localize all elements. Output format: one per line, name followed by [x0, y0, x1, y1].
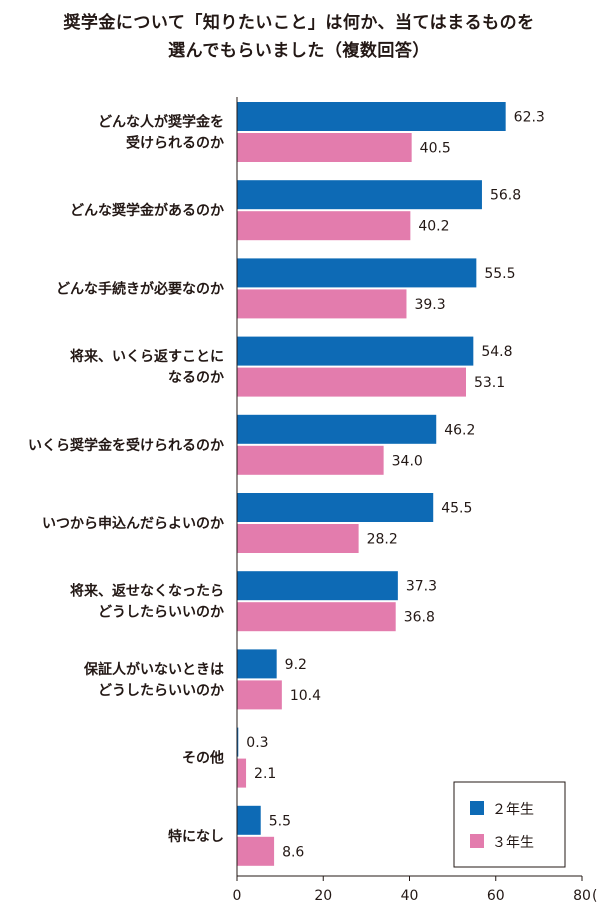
value-label-s1-c7: 37.3	[406, 579, 437, 595]
x-axis-unit: (%)	[592, 888, 598, 904]
bar-s1-c1	[237, 102, 506, 131]
value-label-s2-c10: 8.6	[282, 844, 304, 860]
category-label-5-line-1: いくら奨学金を受けられるのか	[28, 437, 224, 454]
bar-s1-c10	[237, 805, 261, 835]
chart-title-line-2: 選んでもらいました（複数回答）	[168, 41, 430, 61]
value-label-s2-c5: 34.0	[392, 453, 423, 469]
category-label-8-line-1: 保証人がいないときは	[83, 661, 224, 678]
bar-s2-c5	[237, 445, 384, 475]
category-label-7-line-1: 将来、返せなくなったら	[70, 583, 224, 600]
value-label-s1-c9: 0.3	[246, 735, 268, 751]
bar-s2-c3	[237, 289, 407, 319]
legend-label-grade-3: ３年生	[492, 835, 534, 851]
bar-s2-c1	[237, 133, 412, 162]
chart-title-line-1: 奨学金について「知りたいこと」は何か、当てはまるものを	[63, 13, 535, 33]
x-tick-label-20: 20	[314, 888, 332, 904]
legend-label-grade-2: ２年生	[492, 802, 534, 818]
value-label-s2-c2: 40.2	[418, 219, 449, 235]
x-tick-label-0: 0	[233, 888, 242, 904]
value-label-s1-c5: 46.2	[444, 422, 475, 438]
category-label-4-line-2: なるのか	[168, 370, 224, 386]
category-label-4-line-1: 将来、いくら返すことに	[70, 348, 224, 365]
value-label-s2-c9: 2.1	[254, 766, 276, 782]
category-label-2-line-1: どんな奨学金があるのか	[70, 202, 224, 219]
category-label-3-line-1: どんな手続きが必要なのか	[56, 280, 224, 297]
value-label-s1-c1: 62.3	[514, 110, 545, 126]
category-label-9-line-1: その他	[182, 750, 224, 767]
category-label-7-line-2: どうしたらいいのか	[98, 605, 224, 621]
bar-s2-c9	[237, 758, 247, 788]
x-tick-label-60: 60	[487, 888, 505, 904]
bar-s1-c7	[237, 571, 398, 601]
value-label-s1-c6: 45.5	[441, 501, 472, 517]
bar-s1-c6	[237, 493, 434, 522]
value-label-s1-c8: 9.2	[285, 657, 307, 673]
value-label-s2-c4: 53.1	[474, 375, 505, 391]
bar-s2-c6	[237, 524, 359, 553]
value-label-s2-c8: 10.4	[290, 688, 321, 704]
legend: ２年生 ３年生	[453, 781, 566, 868]
value-label-s2-c7: 36.8	[404, 610, 435, 626]
x-tick-label-40: 40	[401, 888, 419, 904]
value-label-s1-c10: 5.5	[269, 813, 291, 829]
bar-s2-c10	[237, 836, 275, 866]
value-label-s1-c4: 54.8	[481, 344, 512, 360]
bar-s2-c4	[237, 367, 466, 397]
value-label-s1-c2: 56.8	[490, 188, 521, 204]
legend-box	[453, 781, 566, 868]
category-label-8-line-2: どうしたらいいのか	[98, 683, 224, 699]
value-label-s2-c1: 40.5	[420, 141, 451, 157]
category-label-1-line-2: 受けられるのか	[126, 135, 224, 152]
category-label-6-line-1: いつから申込んだらよいのか	[42, 515, 224, 532]
bar-s1-c2	[237, 180, 482, 210]
value-label-s1-c3: 55.5	[484, 266, 515, 282]
bar-s1-c4	[237, 336, 474, 366]
category-label-1-line-1: どんな人が奨学金を	[98, 114, 224, 131]
bar-s2-c2	[237, 211, 411, 241]
bar-s2-c7	[237, 602, 396, 632]
bar-s1-c5	[237, 414, 437, 444]
legend-swatch-grade-2	[470, 801, 484, 815]
bar-s1-c8	[237, 649, 277, 679]
bar-s1-c3	[237, 258, 477, 288]
category-label-10-line-1: 特になし	[168, 828, 224, 845]
value-label-s2-c3: 39.3	[414, 297, 445, 313]
x-tick-label-80: 80	[573, 888, 591, 904]
bar-s1-c9	[237, 727, 239, 757]
bar-s2-c8	[237, 680, 282, 710]
value-label-s2-c6: 28.2	[367, 532, 398, 548]
legend-swatch-grade-3	[470, 834, 484, 848]
